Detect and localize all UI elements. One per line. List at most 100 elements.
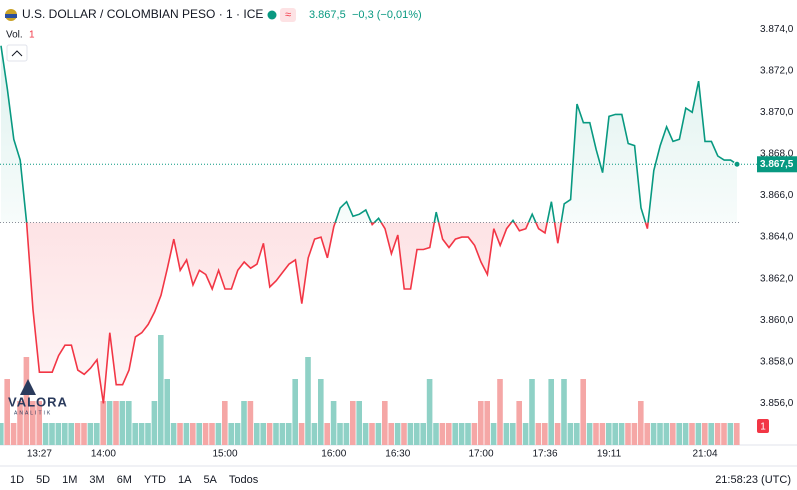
volume-bar [279,423,286,445]
volume-bar [631,423,638,445]
volume-bar [554,423,561,445]
volume-bar [100,401,106,445]
volume-bar [158,335,164,445]
range-button[interactable]: 3M [89,474,104,486]
volume-bar [74,423,81,445]
volume-bar [535,423,542,445]
range-button[interactable]: 5A [203,474,217,486]
volume-bar [4,379,10,445]
x-tick-label: 15:00 [212,449,237,460]
volume-bar [670,423,676,445]
volume-bar [324,423,330,445]
volume-bar [490,423,497,445]
toolbar: 1D 5D 1M 3M 6M YTD 1A 5A Todos [10,474,259,486]
y-tick-label: 3.870,0 [760,107,794,118]
volume-bar [190,423,196,445]
range-button[interactable]: 1D [10,474,24,486]
volume-bar [292,379,298,445]
y-tick-label: 3.860,0 [760,315,794,326]
volume-bar [471,423,478,445]
volume-bar [305,357,311,445]
volume-bar [106,401,113,445]
range-button[interactable]: 1M [62,474,77,486]
volume-bar [394,423,401,445]
volume-bar [516,401,522,445]
volume-bar [113,401,119,445]
volume-bar [132,423,138,445]
volume-bar [452,423,458,445]
volume-bar [420,423,426,445]
volume-bar [273,423,279,445]
volume-bar [298,423,305,445]
volume-bar [126,401,132,445]
volume-bar [330,401,337,445]
volume-bar [529,379,535,445]
range-button[interactable]: 1A [178,474,192,486]
volume-bar [638,401,644,445]
volume-bar [676,423,682,445]
volume-bar [650,423,657,445]
watermark-name: VALORA [8,394,68,409]
y-tick-label: 3.874,0 [760,24,794,35]
volume-bar [222,401,228,445]
range-button[interactable]: YTD [144,474,166,486]
range-button[interactable]: Todos [229,474,259,486]
watermark-sub: ANALITIK [14,410,52,416]
volume-bar [36,401,42,445]
volume-bar [414,423,420,445]
volume-bar [625,423,631,445]
volume-bar [234,423,241,445]
collapse-button[interactable] [6,44,28,62]
x-tick-label: 16:30 [385,449,410,460]
price-line [0,45,738,404]
volume-bar [702,423,708,445]
volume-title: Vol. [6,30,23,41]
x-tick-label: 21:04 [692,449,717,460]
volume-bar [318,379,324,445]
volume-bar [522,423,529,445]
x-tick-label: 14:00 [91,449,116,460]
volume-bar [548,379,554,445]
volume-bar [663,423,670,445]
watermark-logo [20,379,36,395]
volume-bar [388,423,394,445]
clock: 21:58:23 (UTC) [715,474,791,486]
status-badge [280,8,296,22]
volume-bar [81,423,87,445]
volume-bar [612,423,618,445]
volume-bar [586,423,593,445]
header-change: −0,3 (−0,01%) [352,9,422,21]
chart-title: U.S. DOLLAR / COLOMBIAN PESO · 1 · ICE [22,7,263,21]
volume-bar [241,401,247,445]
volume-bar [407,423,414,445]
volume-bar [350,401,356,445]
volume-bar [478,401,484,445]
volume-bar [49,423,55,445]
volume-bar [228,423,234,445]
x-tick-label: 17:36 [532,449,557,460]
range-button[interactable]: 6M [117,474,132,486]
volume-badge [757,419,769,433]
volume-bar [721,423,727,445]
volume-bar [682,423,689,445]
volume-bar [618,423,625,445]
volume-bar [439,423,446,445]
volume-bar [10,423,17,445]
volume-bar [247,401,254,445]
volume-bar [369,423,375,445]
volume-bar [183,423,190,445]
y-tick-label: 3.866,0 [760,190,794,201]
volume-bar [458,423,465,445]
volume-bar [196,423,202,445]
volume-bar [215,423,222,445]
volume-bar [151,401,158,445]
volume-bar [714,423,721,445]
range-button[interactable]: 5D [36,474,50,486]
volume-bar [17,401,23,445]
volume-bar [138,423,145,445]
volume-bar [30,401,36,445]
volume-bar [42,423,49,445]
volume-bar [343,423,350,445]
